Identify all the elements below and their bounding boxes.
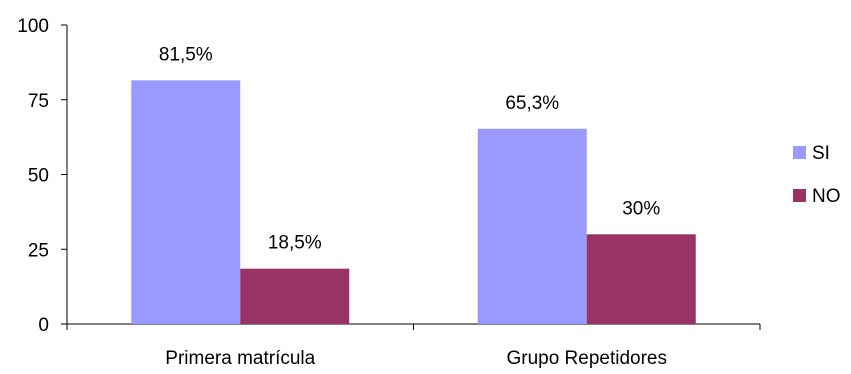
y-tick-label: 25 <box>28 240 49 261</box>
bar-no <box>586 234 696 324</box>
y-tick-label: 100 <box>17 16 49 37</box>
bar-si <box>477 128 587 324</box>
legend-label-no: NO <box>812 186 841 207</box>
axes-group: 0 25 50 75 100 Primera matrícula Grupo Repetid… <box>17 16 761 369</box>
bar-si <box>131 80 241 324</box>
data-label: 65,3% <box>505 93 559 114</box>
x-category-label: Grupo Repetidores <box>506 348 667 369</box>
legend: SI NO <box>793 143 841 207</box>
y-tick-label: 0 <box>38 315 49 336</box>
legend-label-si: SI <box>812 143 830 164</box>
legend-swatch-no <box>793 189 806 202</box>
data-labels-group: 81,5% 18,5% 65,3% 30% <box>159 44 661 253</box>
y-tick-label: 50 <box>28 166 49 187</box>
data-label: 30% <box>622 198 660 219</box>
bar-no <box>240 268 350 324</box>
y-tick-label: 75 <box>28 91 49 112</box>
data-label: 18,5% <box>268 233 322 254</box>
bars-group <box>131 80 696 324</box>
data-label: 81,5% <box>159 44 213 65</box>
legend-swatch-si <box>793 146 806 159</box>
x-category-label: Primera matrícula <box>165 348 315 369</box>
